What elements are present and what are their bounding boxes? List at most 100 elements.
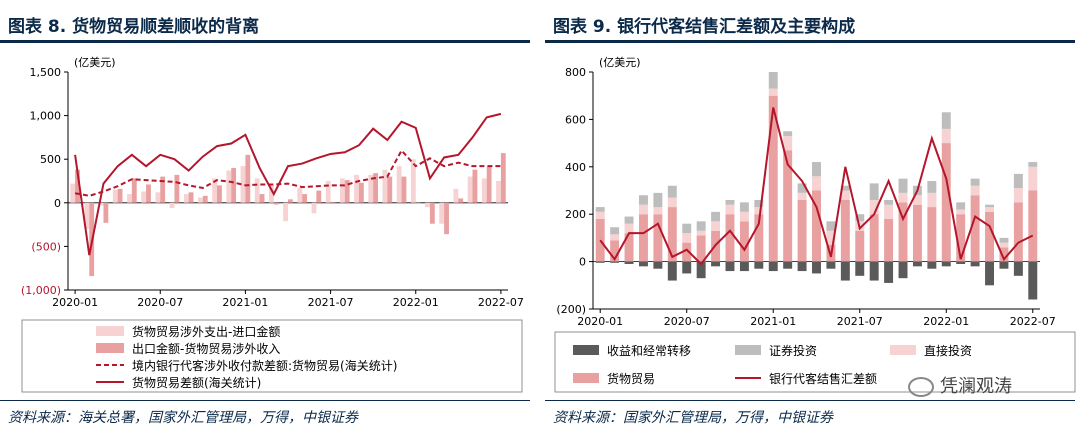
bar [396,166,402,203]
bar-segment [797,199,807,262]
bar [472,169,478,203]
bar [453,188,459,203]
x-tick-label: 2022-01 [923,315,969,328]
bar-segment [725,199,735,205]
bar-segment [985,211,995,262]
right-chart-title: 图表 9. 银行代客结售汇差额及主要构成 [553,17,856,37]
bar-segment [696,221,706,231]
x-tick-label: 2020-01 [577,315,623,328]
bar [325,181,331,203]
bar-segment [739,261,749,272]
bar [169,202,175,209]
bar-segment [1028,261,1038,300]
legend-swatch [890,345,916,355]
legend-swatch [573,373,599,383]
bar-segment [783,135,793,151]
bar-segment [624,233,634,262]
bar [160,176,166,203]
x-tick-label: 2021-01 [222,296,268,309]
bar-segment [985,261,995,286]
bar-segment [970,185,980,196]
bar-segment [638,195,648,205]
bar-segment [941,128,951,144]
bar-segment [898,192,908,203]
bar [103,202,109,223]
bar-segment [682,242,692,262]
bar-segment [826,261,836,269]
bar-segment [610,261,620,263]
left-chart-svg: (亿美元) (1,000) (500) 0 500 1,000 1,500 2020-01 20… [21,56,524,393]
watermark-text: 凭澜观涛 [940,376,1012,397]
bar-segment [667,185,677,198]
legend-label: 直接投资 [924,343,972,358]
bar-segment [682,223,692,234]
bar-segment [1013,202,1023,262]
bar [410,159,416,203]
bar [273,202,279,205]
bar-segment [610,227,620,235]
bar-segment [725,214,735,262]
bar [358,182,364,203]
bar [141,191,147,203]
bar [316,190,322,203]
bar-segment [898,202,908,262]
bar [486,167,492,203]
y-tick-label: 600 [565,113,586,126]
bar-segment [855,214,865,222]
y-tick-label: 1,000 [30,110,62,123]
x-tick-label: 2020-07 [664,315,710,328]
y-tick-label: 1,500 [30,66,62,79]
bar-segment [653,214,663,262]
bar-segment [1013,261,1023,276]
bar [188,192,194,203]
bar-segment [927,261,937,269]
bar [382,169,388,203]
bar [330,201,336,203]
bar [75,169,80,203]
bar [254,178,260,203]
bar [117,188,123,203]
bar-segment [941,261,951,267]
bar-segment [624,261,634,264]
bar-segment [898,261,908,279]
bar-segment [812,162,821,177]
left-chart-title: 图表 8. 货物贸易顺差顺收的背离 [8,17,260,37]
bar-segment [696,230,706,236]
bar-segment [1028,190,1038,262]
bar-segment [797,261,807,272]
bar-segment [754,207,764,215]
legend-box [554,331,1076,393]
bar [311,202,317,214]
bar [302,194,308,203]
bar [344,180,350,203]
bar-segment [812,190,821,262]
y-tick-label: 800 [565,66,586,79]
bar-segment [956,261,966,264]
bar [84,202,90,229]
bar-segment [797,183,807,193]
bar-segment [812,176,821,191]
bar-segment [595,211,605,219]
bar-segment [840,185,850,191]
bar [429,202,435,224]
bar-segment [999,247,1009,262]
bar-segment [696,261,706,279]
bar [439,202,445,224]
bar [155,192,161,203]
y-tick-label: (500) [31,240,61,253]
right-chart-source: 资料来源：国家外汇管理局，万得，中银证券 [553,410,833,426]
bar [444,202,449,235]
bar-segment [970,195,980,262]
legend-label: 货物贸易涉外支出-进口金额 [132,324,280,339]
bar-segment [1013,188,1023,203]
right-source-rule [545,400,1075,401]
bar [217,185,222,203]
bar-segment [912,204,922,262]
legend-label: 货物贸易差额(海关统计) [132,375,261,390]
bar-segment [869,214,879,262]
bar-segment [927,181,937,193]
bar-segment [754,214,764,262]
bar-segment [884,199,894,205]
x-tick-label: 2020-07 [137,296,183,309]
bar-segment [941,112,951,129]
